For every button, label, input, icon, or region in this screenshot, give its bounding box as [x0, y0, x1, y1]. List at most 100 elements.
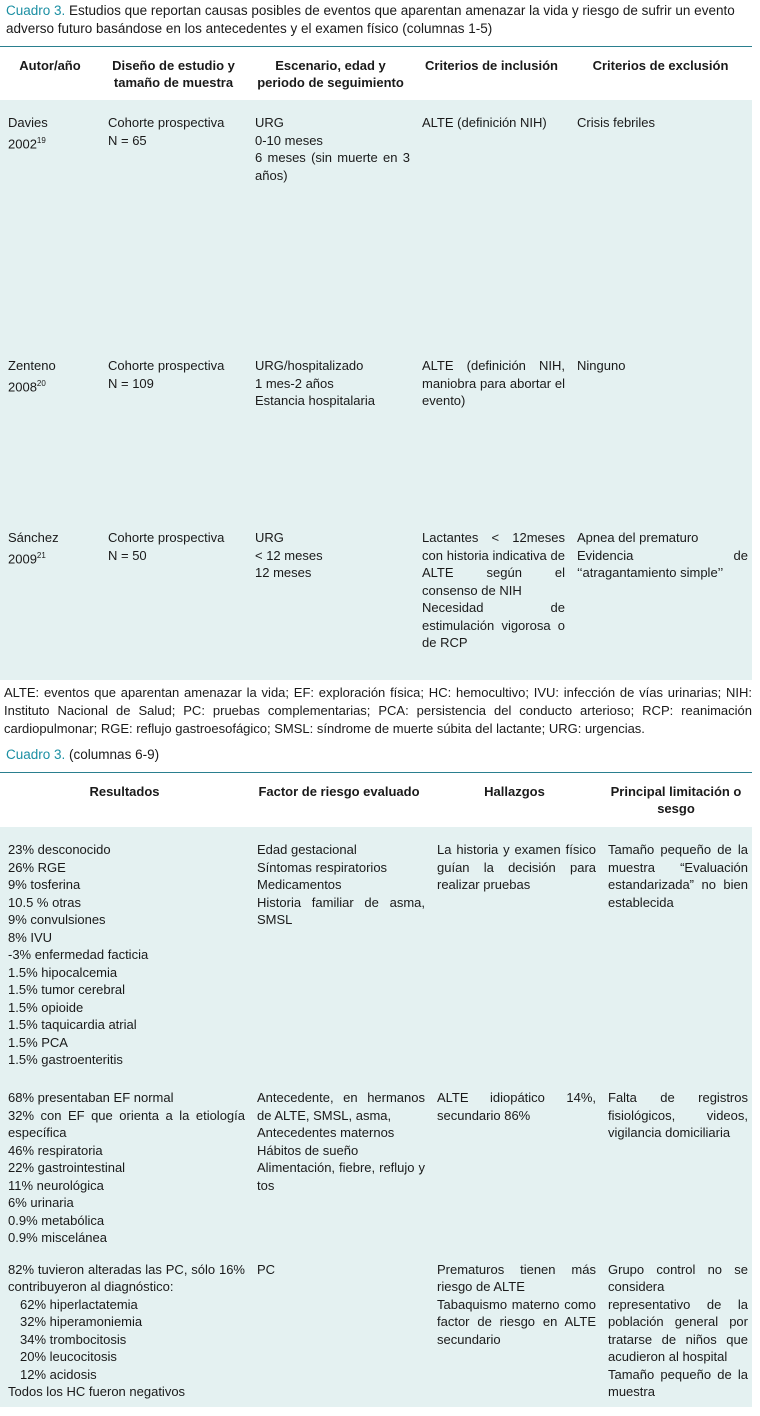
cell-line: Síntomas respiratorios — [257, 859, 388, 875]
cell-line: Edad gestacional — [257, 842, 357, 857]
cell-line: Grupo control no se considera representa… — [608, 1261, 748, 1365]
cell-line: 1.5% tumor cerebral — [8, 982, 126, 997]
cell-line: Antecedente, en hermanos de ALTE, SMSL, … — [257, 1090, 425, 1123]
cell-line: Antecedentes maternos — [257, 1125, 395, 1140]
cell-line: 1.5% PCA — [8, 1034, 68, 1050]
header-exclusion: Criterios de exclusión — [592, 58, 729, 73]
cell-line: Cohorte prospectiva — [108, 115, 225, 130]
cell-line: N = 50 — [108, 547, 147, 563]
cell-line: 0-10 meses — [255, 132, 323, 148]
cell-line: 12 meses — [255, 565, 312, 580]
setting-cell: URG/hospitalizado 1 mes-2 años Estancia ho… — [247, 343, 414, 515]
author-year: 200219 — [8, 132, 96, 153]
cell-line: ALTE idiopático 14%, secundario 86% — [437, 1090, 596, 1123]
cell-line: Tamaño pequeño de la muestra — [608, 1366, 748, 1400]
cell-line: 9% tosferina — [8, 877, 81, 892]
cell-line: Tamaño pequeño de la muestra “Evaluación… — [608, 842, 748, 910]
exclusion-cell: Ninguno — [569, 343, 752, 515]
limitation-cell: Tamaño pequeño de la muestra “Evaluación… — [600, 827, 752, 1075]
setting-cell: URG 0-10 meses 6 meses (sin muerte en 3 añ… — [247, 100, 414, 343]
author-year: 200820 — [8, 375, 96, 396]
cell-line: 1.5% gastroenteritis — [8, 1052, 123, 1067]
table-row: 68% presentaban EF normal 32% con EF que … — [0, 1075, 752, 1247]
design-cell: Cohorte prospectiva N = 65 — [100, 100, 247, 343]
cell-line: -3% enfermedad facticia — [8, 947, 149, 962]
cell-line: La historia y examen físico guían la dec… — [437, 842, 596, 892]
cell-line: 34% trombocitosis — [20, 1331, 127, 1347]
cell-line: 1 mes-2 años — [255, 375, 334, 391]
caption-2: Cuadro 3. (columnas 6-9) — [6, 746, 752, 764]
header-design: Diseño de estudio y tamaño de muestra — [112, 58, 235, 90]
year: 2008 — [8, 378, 37, 394]
author-cell: Zenteno 200820 — [0, 343, 100, 515]
cell-line: 62% hiperlactatemia — [20, 1296, 138, 1312]
table-columns-1-5: Autor/año Diseño de estudio y tamaño de … — [0, 47, 752, 680]
results-cell: 82% tuvieron alteradas las PC, sólo 16% … — [0, 1247, 249, 1407]
cell-line: N = 109 — [108, 375, 154, 391]
limitation-cell: Falta de registros fisiológicos, videos,… — [600, 1075, 752, 1247]
cell-line: 26% RGE — [8, 859, 66, 875]
header-findings: Hallazgos — [484, 784, 545, 799]
table-row: 23% desconocido 26% RGE 9% tosferina 10.5 %… — [0, 827, 752, 1075]
inclusion-cell: ALTE (definición NIH, maniobra para abor… — [414, 343, 569, 515]
cell-line: N = 65 — [108, 132, 147, 148]
cell-line: 0.9% miscelánea — [8, 1230, 107, 1245]
author-cell: Sánchez 200921 — [0, 515, 100, 680]
reference: 21 — [36, 550, 46, 560]
cell-line: URG — [255, 115, 284, 130]
cell-line: 68% presentaban EF normal — [8, 1090, 174, 1105]
exclusion-cell: Apnea del prematuro Evidencia de ‘‘atraga… — [569, 515, 752, 680]
cell-line: Tabaquismo materno como factor de riesgo… — [437, 1296, 596, 1347]
results-cell: 23% desconocido 26% RGE 9% tosferina 10.5 %… — [0, 827, 249, 1075]
table-row: Sánchez 200921 Cohorte prospectiva N = 50 UR… — [0, 515, 752, 680]
reference: 20 — [36, 378, 46, 388]
cell-line: PC — [257, 1261, 276, 1277]
author-year: 200921 — [8, 547, 96, 568]
cell-line: Historia familiar de asma, SMSL — [257, 894, 425, 928]
cell-line: 23% desconocido — [8, 842, 111, 857]
cell-line: 22% gastrointestinal — [8, 1160, 126, 1175]
cell-line: 6 meses (sin muerte en 3 años) — [255, 150, 410, 183]
cell-line: 32% hiperamoniemia — [20, 1314, 143, 1329]
author-name: Sánchez — [8, 530, 59, 545]
design-cell: Cohorte prospectiva N = 50 — [100, 515, 247, 680]
cell-line: 9% convulsiones — [8, 912, 106, 927]
risk-factor-cell: PC — [249, 1247, 429, 1407]
table-row: Zenteno 200820 Cohorte prospectiva N = 109 U… — [0, 343, 752, 515]
caption-1: Cuadro 3. Estudios que reportan causas p… — [6, 2, 752, 38]
cell-line: Evidencia de ‘‘atragantamiento simple’’ — [577, 547, 748, 581]
cell-line: URG/hospitalizado — [255, 358, 364, 373]
reference: 19 — [36, 135, 46, 145]
cell-line: < 12 meses — [255, 547, 323, 563]
limitation-cell: Grupo control no se considera representa… — [600, 1247, 752, 1407]
author-cell: Davies 200219 — [0, 100, 100, 343]
cell-line: 10.5 % otras — [8, 894, 81, 910]
risk-factor-cell: Antecedente, en hermanos de ALTE, SMSL, … — [249, 1075, 429, 1247]
results-cell: 68% presentaban EF normal 32% con EF que … — [0, 1075, 249, 1247]
cell-line: Hábitos de sueño — [257, 1142, 359, 1158]
findings-cell: Prematuros tienen más riesgo de ALTE Taba… — [429, 1247, 600, 1407]
author-name: Zenteno — [8, 358, 56, 373]
cell-line: 46% respiratoria — [8, 1142, 103, 1158]
cell-line: ALTE (definición NIH) — [422, 115, 547, 130]
divider — [0, 772, 752, 773]
cell-line: 1.5% opioide — [8, 999, 84, 1015]
table-columns-6-9: Resultados Factor de riesgo evaluado Hal… — [0, 773, 752, 1407]
cell-line: 20% leucocitosis — [20, 1349, 117, 1364]
cell-line: Alimentación, fiebre, reflujo y tos — [257, 1160, 425, 1193]
cell-line: 32% con EF que orienta a la etiología es… — [8, 1107, 245, 1141]
cell-line: 0.9% metabólica — [8, 1212, 105, 1228]
caption-label: Cuadro 3. — [6, 747, 66, 762]
cell-line: Prematuros tienen más riesgo de ALTE — [437, 1261, 596, 1295]
cell-line: Estancia hospitalaria — [255, 393, 375, 408]
caption-label: Cuadro 3. — [6, 3, 66, 18]
caption-text: Estudios que reportan causas posibles de… — [6, 3, 735, 36]
header-results: Resultados — [89, 784, 160, 799]
inclusion-cell: Lactantes < 12meses con historia indicat… — [414, 515, 569, 680]
author-name: Davies — [8, 115, 48, 130]
divider — [0, 46, 752, 47]
cell-line: 11% neurológica — [8, 1177, 104, 1193]
cell-line: 1.5% hipocalcemia — [8, 964, 118, 980]
header-author: Autor/año — [19, 58, 81, 73]
cell-line: ALTE (definición NIH, maniobra para abor… — [422, 358, 565, 408]
